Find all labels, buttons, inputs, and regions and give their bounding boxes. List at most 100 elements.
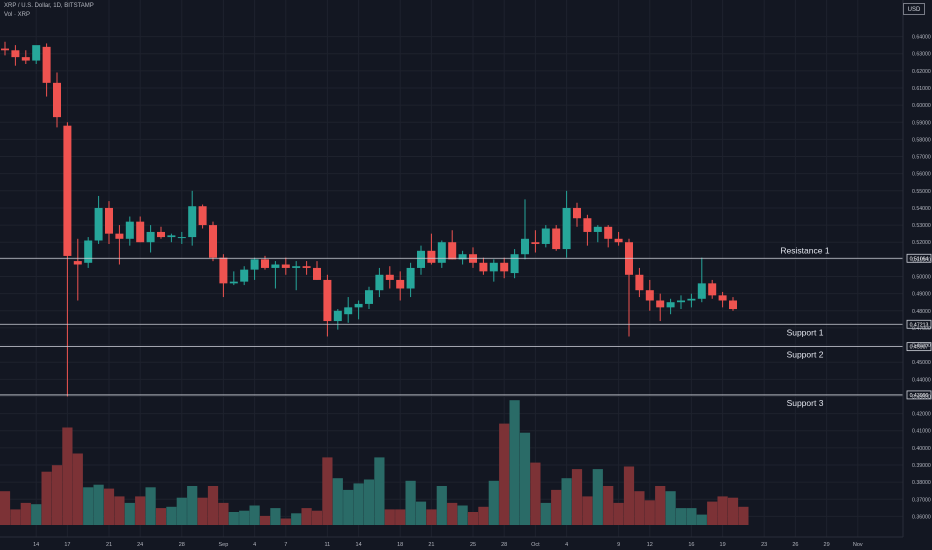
x-tick-label: 21: [106, 542, 112, 548]
volume-bar: [571, 469, 583, 525]
x-tick-label: 14: [356, 542, 362, 548]
candle-body: [583, 218, 592, 232]
candle-body: [292, 266, 301, 268]
candle-body: [42, 46, 51, 83]
y-tick-label: 0.39000: [912, 463, 931, 469]
volume-bar: [707, 501, 718, 525]
volume-bar: [41, 471, 52, 525]
x-tick-label: 23: [761, 542, 767, 548]
volume-bar: [582, 496, 593, 525]
volume-bar: [166, 506, 177, 525]
x-tick-label: 4: [565, 542, 568, 548]
x-tick-label: 11: [325, 542, 331, 548]
level-price-label: 0.45907: [910, 345, 929, 351]
x-tick-label: Oct: [531, 542, 540, 548]
candle-body: [677, 300, 685, 303]
currency-button[interactable]: USD: [903, 3, 925, 15]
candle-body: [11, 50, 20, 58]
candle-body: [427, 250, 436, 263]
volume-bar: [696, 514, 707, 525]
candle-body: [229, 281, 238, 284]
candle-body: [157, 231, 165, 238]
candle-body: [53, 82, 61, 118]
candle-body: [32, 45, 41, 61]
candle-body: [313, 267, 321, 280]
volume-bar: [31, 504, 42, 525]
volume-bar: [374, 457, 385, 525]
x-tick-label: 9: [617, 542, 620, 548]
y-tick-label: 0.56000: [912, 172, 931, 178]
volume-bar: [291, 513, 302, 525]
symbol-title: XRP / U.S. Dollar, 1D, BITSTAMP: [4, 3, 94, 9]
price-axis[interactable]: 0.64000 0.63000 0.62000 0.61000 0.60000 0.590…: [902, 0, 931, 537]
y-tick-label: 0.50000: [912, 275, 931, 281]
level-name-label: Support 2: [787, 350, 824, 360]
x-tick-label: 14: [33, 542, 39, 548]
volume-bar: [353, 483, 364, 525]
x-tick-label: 16: [688, 542, 694, 548]
volume-bar: [426, 509, 437, 525]
volume-bar: [488, 480, 499, 525]
candle-body: [261, 259, 269, 268]
volume-bar: [561, 478, 572, 525]
x-tick-label: 26: [792, 542, 798, 548]
support-resistance-levels: Resistance 1 0.51064 Support 1 0.47213 Suppo…: [0, 245, 932, 408]
volume-bar: [478, 506, 489, 525]
y-tick-label: 0.49000: [912, 292, 931, 298]
candle-body: [417, 250, 425, 268]
volume-histogram: [0, 400, 749, 525]
candle-body: [94, 207, 103, 241]
volume-bar: [20, 502, 31, 525]
level-name-label: Resistance 1: [780, 245, 829, 255]
candle-body: [614, 238, 623, 243]
volume-bar: [103, 488, 115, 525]
candle-body: [271, 264, 280, 268]
y-tick-label: 0.58000: [912, 137, 931, 143]
candle-body: [84, 240, 93, 263]
candle-body: [188, 206, 197, 238]
candle-body: [552, 228, 561, 250]
candle-body: [115, 233, 124, 239]
volume-bar: [218, 502, 229, 525]
x-tick-label: 12: [647, 542, 653, 548]
volume-bar: [197, 497, 208, 525]
candle-body: [365, 290, 373, 304]
volume-bar: [51, 465, 63, 525]
volume-bar: [239, 510, 250, 525]
candle-body: [593, 226, 602, 232]
y-tick-label: 0.43000: [912, 394, 931, 400]
volume-bar: [10, 509, 21, 525]
candle-body: [63, 125, 72, 256]
candle-body: [718, 295, 727, 301]
volume-bar: [135, 496, 146, 525]
volume-bar: [311, 510, 323, 525]
volume-bar: [603, 486, 614, 525]
candle-body: [354, 303, 363, 308]
y-tick-label: 0.64000: [912, 35, 931, 41]
y-tick-label: 0.55000: [912, 189, 931, 195]
x-tick-label: Sep: [219, 542, 229, 548]
volume-bar: [72, 453, 83, 525]
candle-body: [240, 269, 249, 282]
candle-body: [489, 262, 498, 272]
volume-bar: [686, 508, 697, 525]
y-tick-label: 0.41000: [912, 429, 931, 435]
y-tick-label: 0.46000: [912, 343, 931, 349]
y-tick-label: 0.53000: [912, 223, 931, 229]
candle-body: [500, 262, 509, 272]
candle-body: [375, 274, 384, 291]
volume-bar: [738, 506, 749, 525]
volume-bar: [62, 427, 73, 525]
level-price-label: 0.47213: [910, 322, 929, 328]
x-tick-label: 19: [720, 542, 726, 548]
volume-bar: [384, 509, 395, 525]
y-tick-label: 0.36000: [912, 514, 931, 520]
candle-body: [573, 207, 581, 219]
candle-body: [510, 254, 519, 274]
time-axis[interactable]: 14 17 21 24 28 Sep 4 7 11 14 18 21 25 28 Oct 4 9 12 16 19 23…: [0, 536, 903, 548]
x-tick-label: 17: [64, 542, 70, 548]
candle-body: [323, 279, 332, 322]
candle-body: [146, 231, 155, 243]
volume-bar: [634, 491, 645, 525]
